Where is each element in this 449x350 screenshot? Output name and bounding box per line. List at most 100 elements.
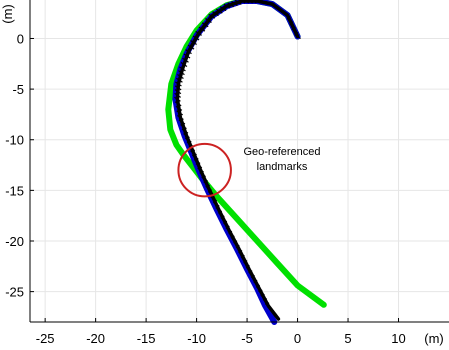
trajectory-black-marker [235,246,243,252]
trajectory-black-marker [243,0,250,4]
trajectory-black-marker [212,201,220,207]
axis-layer [29,0,449,323]
trajectory-black-marker [294,33,301,39]
trajectory-black-marker [201,176,209,182]
trajectory-black-marker [215,8,223,14]
y-tick-label: -5 [12,82,24,97]
trajectory-black-marker [261,0,269,6]
x-tick-label: -10 [187,331,206,346]
trajectory-black-marker [257,0,265,5]
trajectory-black-marker [191,154,199,160]
x-tick-label: -20 [86,331,105,346]
trajectory-black-marker [239,0,246,4]
y-tick-label: -10 [5,133,24,148]
trajectory-black-marker [272,313,280,319]
trajectory-black-marker [197,167,204,173]
trajectory-black-marker [182,57,189,63]
trajectory-black-marker [219,6,227,12]
trajectory-black-marker [176,110,184,116]
trajectory-black-marker [205,18,212,24]
trajectory-black-marker [176,77,183,83]
trajectory-black-marker [289,23,296,29]
trajectory-black-marker [215,207,223,213]
x-tick-label: 0 [294,331,301,346]
trajectory-black-marker [230,236,238,242]
trajectory-black-marker [185,49,192,55]
trajectory-black-marker [243,261,250,267]
grid-layer [30,0,449,322]
trajectory-black-marker [180,62,188,68]
trajectory-black-marker [264,303,272,309]
trajectory-black-marker [174,92,181,98]
trajectory-black-marker [178,70,185,76]
trajectory-black-marker [181,128,189,134]
trajectory-black-marker [174,101,182,107]
y-axis-unit: (m) [0,4,15,24]
trajectory-black-marker [248,271,255,277]
series-layer [165,0,327,325]
x-tick-label: 10 [391,331,405,346]
y-tick-label: -20 [5,234,24,249]
trajectory-black-marker [195,30,202,36]
trajectory-black-marker [250,276,258,282]
trajectory-black-marker [223,222,230,228]
trajectory-black-marker [254,0,261,4]
trajectory-black-marker [246,0,253,4]
trajectory-black-marker [238,251,245,257]
trajectory-black-marker [178,119,186,125]
trajectory-black-marker [228,232,235,238]
x-tick-label: -25 [36,331,55,346]
trajectory-black-marker [177,114,184,120]
trajectory-black-marker [175,105,183,111]
trajectory-black-marker [234,0,242,5]
trajectory-black-marker [201,22,209,28]
trajectory-black-marker [193,159,201,165]
trajectory-black-marker [258,290,265,296]
trajectory-black-marker [291,28,299,34]
trajectory-black-marker [225,227,233,233]
trajectory-black-marker [220,217,228,223]
trajectory-black-marker [188,146,196,152]
x-axis-unit: (m) [424,331,444,346]
trajectory-black-marker [250,0,257,4]
y-tick-label: 0 [17,31,24,46]
trajectory-black-marker [192,35,200,41]
trajectory-black-marker [205,185,213,191]
x-tick-label: -15 [137,331,156,346]
trajectory-black-marker [255,286,263,292]
trajectory-black-marker [267,306,275,312]
annotation-line-1: Geo-referenced [243,146,320,158]
trajectory-black-marker [180,124,187,130]
trajectory-black-marker [217,212,225,218]
trajectory-black-marker [199,172,206,178]
trajectory-black-marker [268,1,276,7]
trajectory-black-marker [262,298,270,304]
trajectory-black-marker [253,281,260,287]
trajectory-black-marker [231,1,238,7]
trajectory-black-marker [184,137,192,143]
trajectory-black-marker [269,309,277,315]
trajectory-black-marker [260,294,268,300]
y-tick-label: -25 [5,285,24,300]
x-tick-label: 5 [344,331,351,346]
trajectory-black-marker [183,133,190,139]
x-tick-label: -5 [241,331,253,346]
trajectory-black-marker [265,0,272,6]
trajectory-black-marker [186,141,194,147]
trajectory-black-marker [174,85,182,91]
trajectory-black-marker [223,3,231,9]
tick-layer: -25 -20 -15 -10 -5 0 5 10 0 -5 -10 -15 -20 -25 [5,31,406,346]
trajectory-black-marker [174,89,182,95]
trajectory-black-marker [175,81,182,87]
trajectory-black-marker [190,40,197,46]
trajectory-black-marker [179,66,186,72]
trajectory-black-marker [174,96,181,102]
trajectory-black-marker [212,11,219,17]
trajectory-black-marker [203,181,211,187]
trajectory-black-marker [187,44,195,50]
trajectory-black-marker [227,2,234,8]
trajectory-black-marker [183,53,191,59]
trajectory-black-marker [195,163,203,169]
trajectory-black-marker [233,241,240,247]
